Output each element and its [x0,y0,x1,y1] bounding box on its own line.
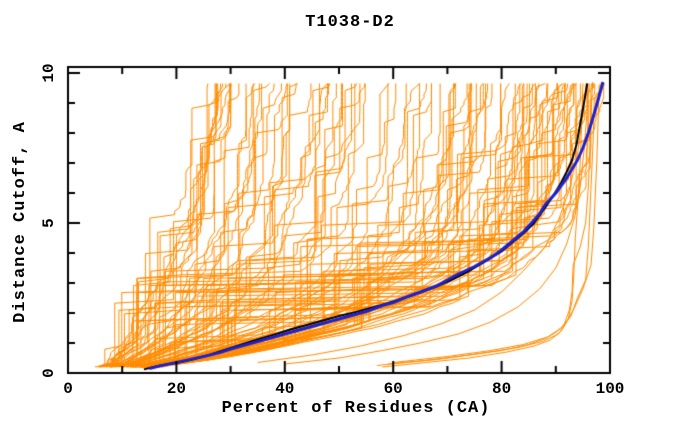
y-tick-label: 10 [40,63,58,83]
y-tick-label: 0 [40,368,58,378]
y-axis-label: Distance Cutoff, A [11,121,30,323]
x-tick-label: 80 [491,380,512,398]
x-tick-label: 100 [595,380,625,398]
x-tick-label: 20 [166,380,186,398]
x-tick-label: 40 [275,380,295,398]
chart-title: T1038-D2 [305,13,395,32]
x-tick-label: 0 [63,380,73,398]
y-tick-label: 5 [40,218,58,228]
x-axis-label: Percent of Residues (CA) [221,399,491,418]
x-tick-label: 60 [383,380,403,398]
